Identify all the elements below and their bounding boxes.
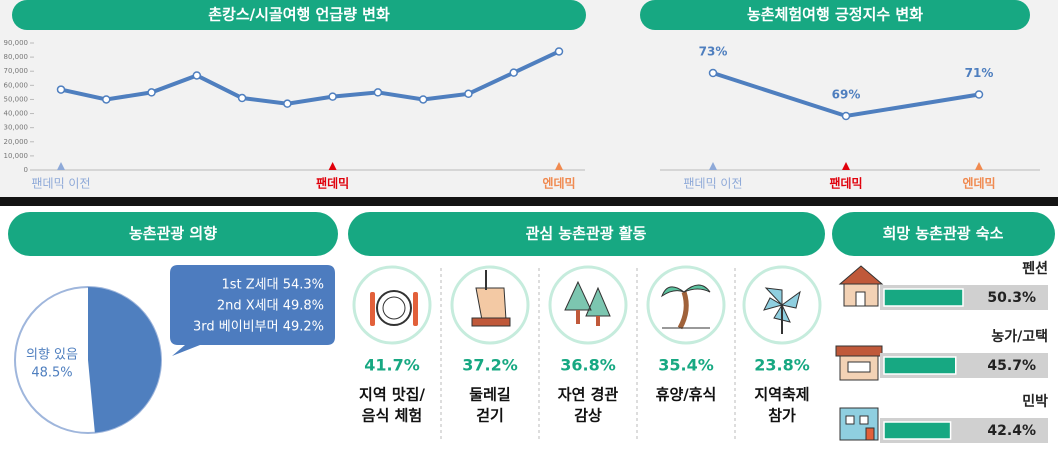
chart-title: 농촌체험여행 긍정지수 변화 (747, 6, 923, 24)
pie-slice (88, 287, 161, 433)
category-label: 민박 (1022, 393, 1048, 410)
slice-label: 의향 있음 (26, 348, 78, 363)
top-panel (0, 0, 1058, 197)
icon-palm (660, 284, 711, 330)
y-tick-label: 40,000 (4, 110, 29, 118)
x-marker (709, 162, 717, 170)
slice-value: 48.5% (31, 366, 72, 381)
icon-festival (763, 287, 801, 334)
y-tick-label: 30,000 (4, 124, 29, 132)
bar (883, 288, 964, 307)
activity-label: 지역축제 (754, 386, 809, 404)
callout (170, 265, 335, 356)
y-tick-label: 20,000 (4, 138, 29, 146)
activity-label: 참가 (768, 407, 796, 425)
title-pill (640, 0, 1030, 30)
bar (883, 356, 957, 375)
activity-value: 23.8% (754, 356, 810, 375)
x-marker (328, 162, 337, 170)
icon-pension (838, 265, 884, 307)
activity-label: 자연 경관 (558, 386, 619, 404)
icon-hiking (471, 270, 511, 327)
category-label: 펜션 (1022, 260, 1048, 277)
point (237, 93, 247, 103)
y-tick-label: 50,000 (4, 95, 29, 103)
icon-dining (370, 290, 418, 326)
point (841, 111, 851, 121)
point (974, 90, 984, 99)
x-tick-label: 팬데믹 (316, 176, 349, 191)
data-label: 69% (832, 88, 861, 102)
section-title: 관심 농촌관광 활동 (526, 225, 647, 243)
x-tick-label: 팬데믹 이전 (31, 177, 90, 191)
chart-title: 농촌관광 의향 (129, 225, 217, 243)
activity-label: 걷기 (476, 407, 504, 425)
x-marker (842, 162, 850, 170)
icon-trees (564, 280, 611, 326)
activity-value: 36.8% (560, 356, 616, 375)
point (464, 89, 473, 99)
icon-minbak (839, 407, 879, 441)
x-marker (57, 162, 65, 170)
point (147, 88, 156, 97)
point (328, 92, 337, 101)
x-tick-label: 팬데믹 이전 (683, 177, 742, 191)
y-tick-label: 90,000 (4, 39, 29, 47)
activity-value: 37.2% (462, 356, 518, 375)
line (60, 49, 560, 106)
icon-circles (352, 265, 822, 345)
value-label: 42.4% (987, 423, 1036, 439)
annotation: 1st Z세대 54.3% (221, 278, 324, 293)
annotation: 2nd X세대 49.8% (217, 299, 324, 314)
annotation: 3rd 베이비부머 49.2% (193, 320, 324, 335)
activity-label: 둘레길 (469, 386, 510, 404)
title-pill (348, 212, 825, 256)
title-pill (832, 212, 1055, 256)
point (708, 68, 718, 78)
value-label: 50.3% (987, 290, 1036, 306)
chart-title: 촌캉스/시골여행 언급량 변화 (208, 6, 390, 24)
y-tick-label: 10,000 (4, 152, 29, 160)
point (418, 95, 428, 104)
x-marker (975, 162, 983, 170)
activity-value: 35.4% (658, 356, 714, 375)
point (554, 47, 564, 56)
y-tick-label: 70,000 (4, 67, 29, 75)
point (373, 88, 383, 97)
activity-label: 감상 (574, 407, 602, 425)
activity-value: 41.7% (364, 356, 420, 375)
x-tick-label: 엔데믹 (962, 176, 995, 191)
y-tick-label: 80,000 (4, 53, 29, 61)
category-label: 농가/고택 (991, 328, 1048, 345)
point (509, 68, 518, 77)
point (56, 85, 66, 94)
divider (0, 197, 1058, 206)
point (102, 95, 111, 104)
data-label: 73% (699, 45, 728, 59)
x-tick-label: 엔데믹 (542, 176, 575, 191)
value-label: 45.7% (987, 358, 1036, 374)
x-marker (555, 162, 563, 170)
y-tick-label: 0 (24, 166, 28, 174)
activity-label: 휴양/휴식 (656, 386, 717, 404)
data-label: 71% (965, 66, 994, 80)
x-tick-label: 팬데믹 (829, 176, 862, 191)
point (283, 99, 292, 108)
separators (440, 268, 736, 440)
y-tick-label: 60,000 (4, 81, 29, 89)
activity-label: 지역 맛집/ (359, 386, 425, 404)
bar (883, 421, 952, 440)
title-pill (8, 212, 338, 256)
icon-farmhouse (835, 345, 883, 381)
point (192, 71, 202, 80)
activity-label: 음식 체험 (362, 407, 422, 425)
chart-title: 희망 농촌관광 숙소 (883, 225, 1004, 243)
title-pill (12, 0, 586, 30)
